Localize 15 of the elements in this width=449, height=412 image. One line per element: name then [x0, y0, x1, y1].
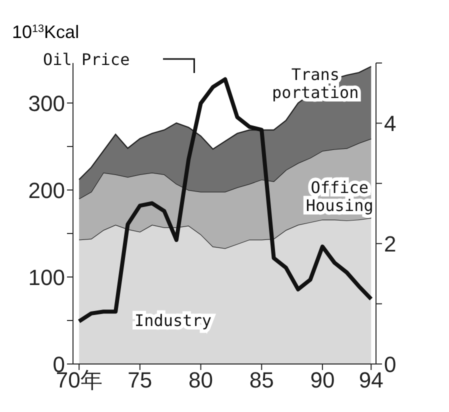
- y2-tick-label: 0: [384, 352, 396, 377]
- x-tick-label: 94: [358, 368, 384, 393]
- x-tick-label: 90: [310, 368, 335, 393]
- y-tick-label: 200: [28, 178, 65, 203]
- y-axis-title: 10$^{13}$Kcal: [12, 22, 80, 42]
- legend-label: Oil Price: [43, 50, 130, 69]
- x-tick-label: 85: [249, 368, 274, 393]
- y-tick-label: 100: [28, 264, 65, 290]
- y2-tick-label: 4: [384, 111, 396, 136]
- y-tick-label: 300: [28, 90, 65, 116]
- x-tick-label: 75: [128, 368, 152, 393]
- series-label: Office Housing: [306, 178, 374, 215]
- y2-tick-label: 2: [384, 231, 396, 256]
- series-label: Industry: [134, 311, 212, 330]
- x-tick-label: 80: [188, 368, 214, 393]
